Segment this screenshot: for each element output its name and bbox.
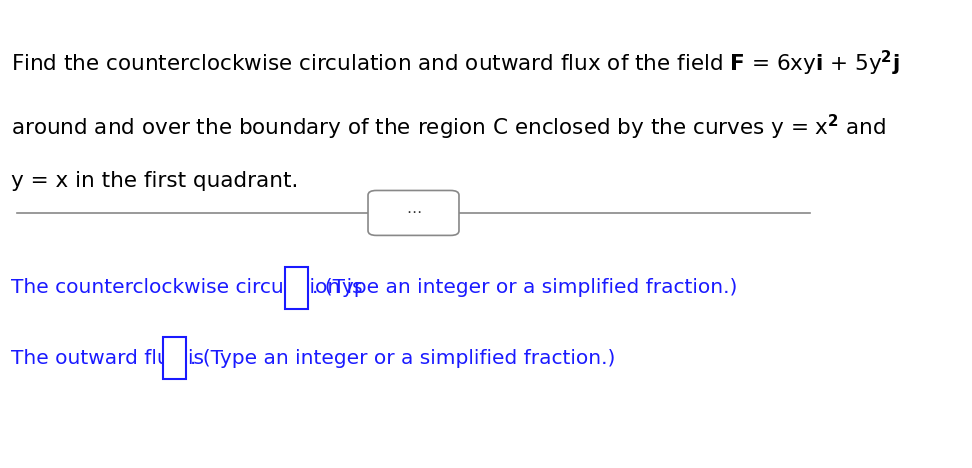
- FancyBboxPatch shape: [285, 267, 308, 309]
- FancyBboxPatch shape: [368, 190, 459, 235]
- Text: y = x in the first quadrant.: y = x in the first quadrant.: [11, 171, 298, 191]
- Text: . (Type an integer or a simplified fraction.): . (Type an integer or a simplified fract…: [191, 349, 615, 368]
- FancyBboxPatch shape: [163, 337, 186, 379]
- Text: ⋯: ⋯: [406, 205, 421, 220]
- Text: around and over the boundary of the region C enclosed by the curves y = x$^{\mat: around and over the boundary of the regi…: [11, 112, 885, 141]
- Text: Find the counterclockwise circulation and outward flux of the field $\mathbf{F}$: Find the counterclockwise circulation an…: [11, 49, 899, 78]
- Text: The counterclockwise circulation is: The counterclockwise circulation is: [11, 278, 368, 298]
- Text: . (Type an integer or a simplified fraction.): . (Type an integer or a simplified fract…: [312, 278, 738, 298]
- Text: The outward flux is: The outward flux is: [11, 349, 210, 368]
